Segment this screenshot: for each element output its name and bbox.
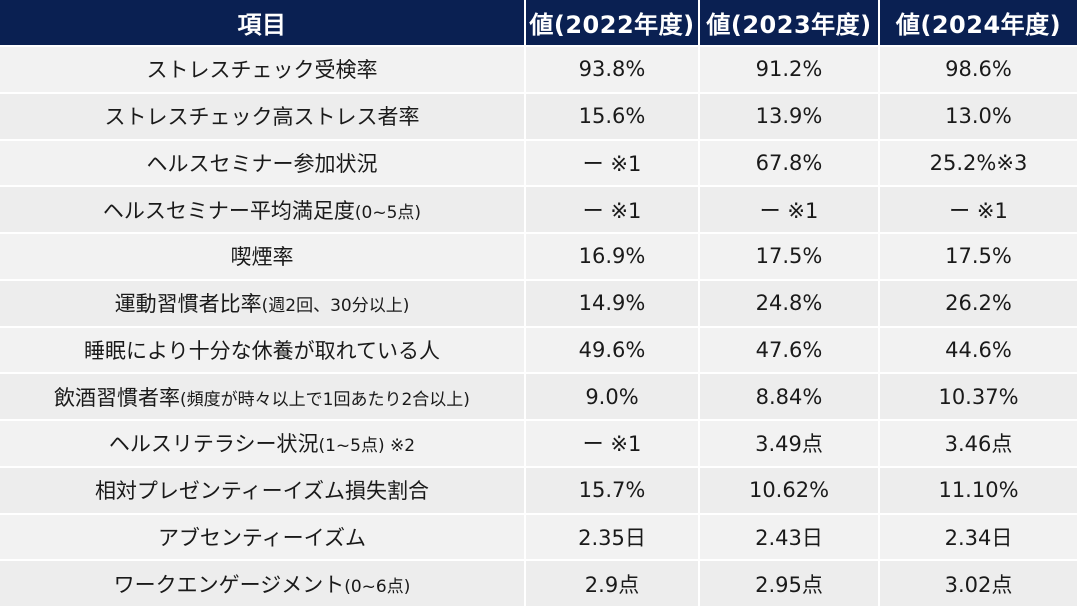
row-label: 睡眠により十分な休養が取れている人 bbox=[0, 325, 526, 374]
value-2022: 93.8% bbox=[525, 45, 700, 93]
row-label-main: 運動習慣者比率 bbox=[114, 292, 262, 317]
header-2023: 値(2023年度) bbox=[699, 0, 880, 46]
row-label-sub: (1~5点) ※2 bbox=[318, 436, 416, 457]
value-2024: 3.02点 bbox=[879, 559, 1077, 606]
value-2022: 2.35日 bbox=[525, 512, 700, 561]
table-row: 運動習慣者比率(週2回、30分以上) 14.9% 24.8% 26.2% bbox=[0, 278, 1077, 327]
value-2023: 8.84% bbox=[699, 372, 880, 420]
table-row: ストレスチェック受検率 93.8% 91.2% 98.6% bbox=[0, 45, 1077, 93]
table-row: 睡眠により十分な休養が取れている人 49.6% 47.6% 44.6% bbox=[0, 325, 1077, 374]
row-label: ヘルスリテラシー状況(1~5点) ※2 bbox=[0, 419, 526, 467]
row-label: アブセンティーイズム bbox=[0, 512, 526, 561]
row-label: 運動習慣者比率(週2回、30分以上) bbox=[0, 278, 526, 327]
value-2022: 15.7% bbox=[525, 465, 700, 514]
row-label-main: 睡眠により十分な休養が取れている人 bbox=[84, 338, 440, 363]
value-2022: 9.0% bbox=[525, 372, 700, 420]
value-2024: 26.2% bbox=[879, 278, 1077, 327]
value-2024: 13.0% bbox=[879, 91, 1077, 140]
value-2023: 17.5% bbox=[699, 232, 880, 280]
value-2024: 10.37% bbox=[879, 372, 1077, 420]
header-item: 項目 bbox=[0, 0, 526, 46]
value-2023: 24.8% bbox=[699, 278, 880, 327]
header-2024: 値(2024年度) bbox=[879, 0, 1077, 46]
value-2024: 44.6% bbox=[879, 325, 1077, 374]
value-2024: 3.46点 bbox=[879, 419, 1077, 467]
row-label-main: ストレスチェック高ストレス者率 bbox=[104, 105, 420, 130]
value-2023: ー ※1 bbox=[699, 185, 880, 233]
row-label: 飲酒習慣者率(頻度が時々以上で1回あたり2合以上) bbox=[0, 372, 526, 420]
header-2022: 値(2022年度) bbox=[525, 0, 700, 46]
row-label-main: アブセンティーイズム bbox=[157, 525, 367, 550]
header-row: 項目 値(2022年度) 値(2023年度) 値(2024年度) bbox=[0, 0, 1077, 46]
row-label: ストレスチェック受検率 bbox=[0, 45, 526, 93]
value-2022: ー ※1 bbox=[525, 185, 700, 233]
value-2023: 2.43日 bbox=[699, 512, 880, 561]
value-2023: 2.95点 bbox=[699, 559, 880, 606]
value-2024: ー ※1 bbox=[879, 185, 1077, 233]
value-2023: 67.8% bbox=[699, 138, 880, 187]
table-row: 相対プレゼンティーイズム損失割合 15.7% 10.62% 11.10% bbox=[0, 465, 1077, 514]
row-label-sub: (0~5点) bbox=[354, 202, 422, 223]
value-2023: 10.62% bbox=[699, 465, 880, 514]
value-2023: 13.9% bbox=[699, 91, 880, 140]
value-2022: 15.6% bbox=[525, 91, 700, 140]
table-row: 飲酒習慣者率(頻度が時々以上で1回あたり2合以上) 9.0% 8.84% 10.… bbox=[0, 372, 1077, 420]
row-label-main: 飲酒習慣者率 bbox=[54, 385, 181, 410]
row-label: ストレスチェック高ストレス者率 bbox=[0, 91, 526, 140]
row-label: ヘルスセミナー平均満足度(0~5点) bbox=[0, 185, 526, 233]
value-2024: 25.2%※3 bbox=[879, 138, 1077, 187]
row-label: 相対プレゼンティーイズム損失割合 bbox=[0, 465, 526, 514]
row-label-main: ヘルスセミナー平均満足度 bbox=[102, 198, 355, 223]
row-label: ワークエンゲージメント(0~6点) bbox=[0, 559, 526, 606]
table-row: 喫煙率 16.9% 17.5% 17.5% bbox=[0, 232, 1077, 280]
row-label-main: ヘルスセミナー参加状況 bbox=[146, 151, 378, 176]
row-label: ヘルスセミナー参加状況 bbox=[0, 138, 526, 187]
table-row: ヘルスリテラシー状況(1~5点) ※2 ー ※1 3.49点 3.46点 bbox=[0, 419, 1077, 467]
row-label-sub: (頻度が時々以上で1回あたり2合以上) bbox=[180, 389, 470, 410]
value-2022: 14.9% bbox=[525, 278, 700, 327]
value-2024: 98.6% bbox=[879, 45, 1077, 93]
value-2023: 91.2% bbox=[699, 45, 880, 93]
row-label-main: ワークエンゲージメント bbox=[113, 572, 345, 597]
value-2023: 3.49点 bbox=[699, 419, 880, 467]
row-label: 喫煙率 bbox=[0, 232, 526, 280]
value-2022: ー ※1 bbox=[525, 138, 700, 187]
value-2022: ー ※1 bbox=[525, 419, 700, 467]
value-2024: 2.34日 bbox=[879, 512, 1077, 561]
table-row: ヘルスセミナー平均満足度(0~5点) ー ※1 ー ※1 ー ※1 bbox=[0, 185, 1077, 233]
table-header: 項目 値(2022年度) 値(2023年度) 値(2024年度) bbox=[0, 0, 1077, 46]
value-2024: 17.5% bbox=[879, 232, 1077, 280]
row-label-main: 相対プレゼンティーイズム損失割合 bbox=[94, 479, 430, 504]
table-body: ストレスチェック受検率 93.8% 91.2% 98.6% ストレスチェック高ス… bbox=[0, 45, 1077, 606]
table-row: ストレスチェック高ストレス者率 15.6% 13.9% 13.0% bbox=[0, 91, 1077, 140]
row-label-main: ヘルスリテラシー状況 bbox=[108, 432, 319, 457]
value-2022: 16.9% bbox=[525, 232, 700, 280]
table-row: アブセンティーイズム 2.35日 2.43日 2.34日 bbox=[0, 512, 1077, 561]
table-row: ヘルスセミナー参加状況 ー ※1 67.8% 25.2%※3 bbox=[0, 138, 1077, 187]
row-label-sub: (週2回、30分以上) bbox=[261, 296, 410, 317]
value-2022: 2.9点 bbox=[525, 559, 700, 606]
row-label-main: 喫煙率 bbox=[230, 245, 294, 270]
row-label-main: ストレスチェック受検率 bbox=[146, 58, 378, 83]
value-2024: 11.10% bbox=[879, 465, 1077, 514]
table-row: ワークエンゲージメント(0~6点) 2.9点 2.95点 3.02点 bbox=[0, 559, 1077, 606]
value-2023: 47.6% bbox=[699, 325, 880, 374]
value-2022: 49.6% bbox=[525, 325, 700, 374]
